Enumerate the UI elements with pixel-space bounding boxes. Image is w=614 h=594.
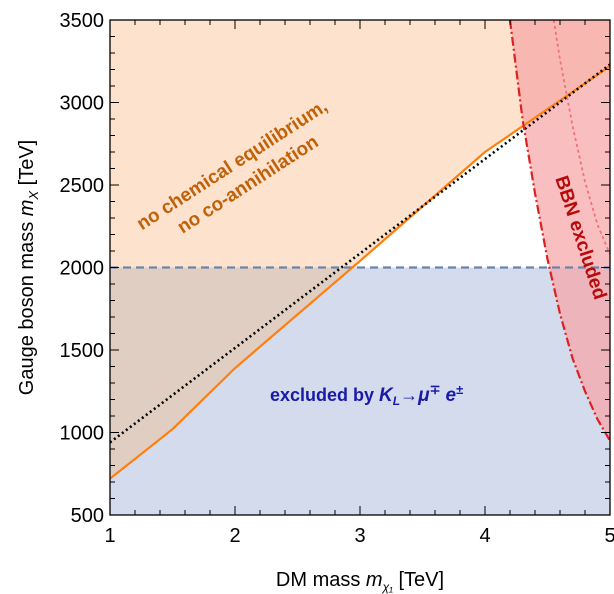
x-label-sub: χ₁ [382,580,394,594]
x-label-main: DM mass [276,569,366,591]
kaon-label-mu-sup: ∓ [430,382,441,397]
y-tick-label: 1000 [60,423,105,445]
y-label-unit: [TeV] [16,140,38,191]
x-label-unit: [TeV] [393,569,444,591]
bbn-boundary-line [508,20,610,442]
orange-boundary-line [110,65,610,480]
x-tick-label: 3 [354,525,365,547]
x-tick-label: 4 [479,525,490,547]
kaon-label-arrow: → [400,385,418,405]
x-label-m: m [366,569,383,591]
y-tick-label: 2500 [60,175,105,197]
kaon-label-K: K [379,385,394,406]
y-tick-label: 500 [71,505,104,527]
y-tick-label: 3500 [60,10,105,32]
y-tick-label: 3000 [60,93,105,115]
kaon-label-e: e [446,385,457,406]
overlap-region [110,267,353,479]
kaon-label-main: excluded by [270,385,379,405]
y-label-main: Gauge boson mass [16,216,38,395]
x-tick-label: 5 [604,525,614,547]
axis-ticks: 1 2 3 4 5 500 1000 1500 2000 2500 3000 3500 [60,10,614,547]
kaon-label-e-sup: ± [456,382,463,397]
y-tick-label: 2000 [60,258,105,280]
y-label-m: m [16,200,38,217]
kaon-label-L: L [393,394,400,408]
y-axis-label: Gauge boson mass mX [TeV] [16,140,41,395]
y-label-sub: X [26,190,41,201]
y-tick-label: 1500 [60,340,105,362]
x-tick-label: 2 [229,525,240,547]
x-tick-label: 1 [104,525,115,547]
bbn-excluded-region [510,20,610,441]
kaon-label-mu: μ [417,385,430,406]
series-layer [110,20,610,480]
x-axis-label: DM mass mχ₁ [TeV] [276,569,444,594]
kaon-region-label: excluded by KL→μ∓ e± [270,382,463,408]
